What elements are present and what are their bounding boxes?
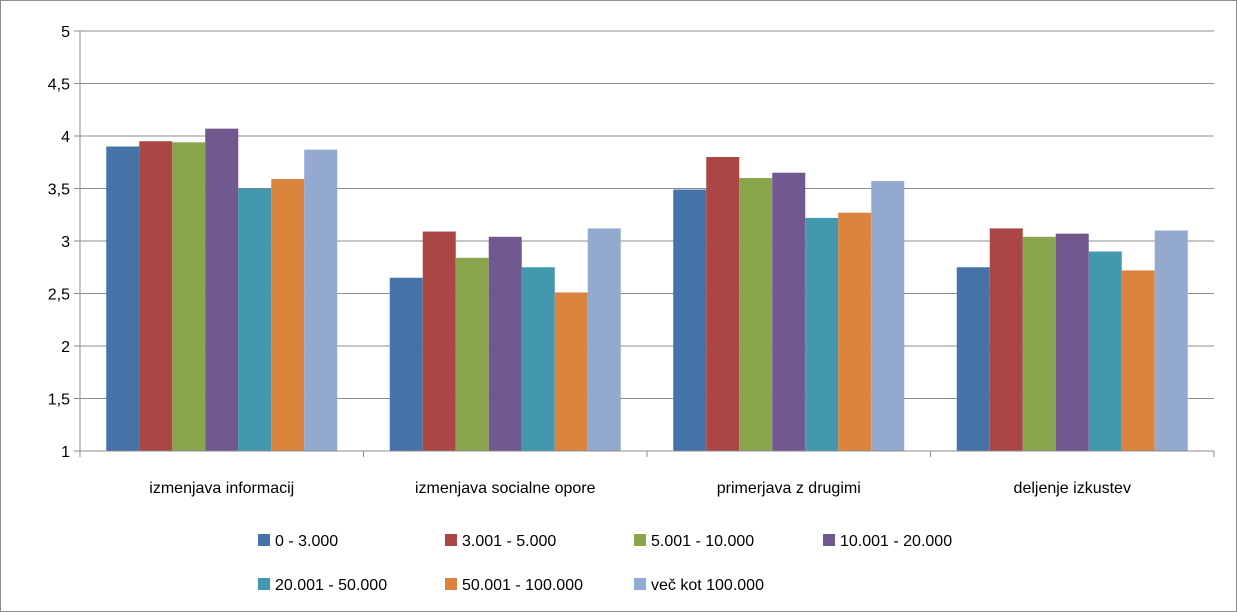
y-tick-label: 3: [61, 234, 70, 251]
bar: [739, 178, 773, 451]
legend-swatch: [445, 534, 457, 546]
bar: [1022, 236, 1056, 451]
y-tick-label: 1: [61, 444, 70, 461]
bar: [238, 188, 272, 451]
bar: [1088, 251, 1122, 451]
bar: [838, 212, 872, 451]
bar: [488, 236, 522, 451]
bar: [389, 277, 423, 451]
bar: [455, 257, 489, 451]
legend-swatch: [445, 578, 457, 590]
x-tick-label: izmenjava informacij: [149, 480, 294, 497]
bar: [1121, 270, 1155, 451]
x-tick-label: primerjava z drugimi: [717, 480, 861, 497]
legend-label: 50.001 - 100.000: [462, 577, 583, 594]
y-tick-label: 4,5: [48, 77, 70, 94]
bar: [521, 267, 555, 451]
x-tick-label: deljenje izkustev: [1014, 480, 1131, 497]
legend-swatch: [258, 534, 270, 546]
legend-label: 0 - 3.000: [275, 533, 338, 550]
axes: [79, 31, 1215, 457]
x-tick-label: izmenjava socialne opore: [415, 480, 596, 497]
bar: [1055, 233, 1089, 451]
y-tick-label: 1,5: [48, 392, 70, 409]
legend-swatch: [634, 534, 646, 546]
bar: [706, 157, 740, 451]
y-tick-label: 3,5: [48, 182, 70, 199]
bar: [673, 189, 707, 452]
bar: [871, 181, 905, 451]
legend-label: 20.001 - 50.000: [275, 577, 387, 594]
bar: [956, 267, 990, 451]
y-tick-label: 2,5: [48, 287, 70, 304]
bar: [805, 217, 839, 451]
bar: [422, 231, 456, 451]
bar: [587, 228, 621, 451]
legend-swatch: [634, 578, 646, 590]
x-axis-labels: izmenjava informacij izmenjava socialne o…: [149, 480, 1131, 497]
bar: [271, 179, 305, 452]
bar: [554, 292, 588, 451]
y-axis-ticks: 1 1,5 2 2,5 3 3,5 4 4,5 5: [48, 24, 70, 461]
bar: [172, 142, 206, 452]
bar: [205, 128, 239, 451]
y-tick-label: 4: [61, 129, 70, 146]
legend-swatch: [258, 578, 270, 590]
y-tick-label: 2: [61, 339, 70, 356]
bar: [1154, 230, 1188, 451]
bar: [139, 141, 173, 451]
legend-swatch: [823, 534, 835, 546]
bar: [989, 228, 1023, 451]
legend-label: več kot 100.000: [651, 577, 764, 594]
bar: [772, 172, 806, 451]
bar: [304, 149, 338, 451]
legend: 0 - 3.000 3.001 - 5.000 5.001 - 10.000 10.0…: [258, 533, 952, 594]
bar: [106, 146, 140, 451]
y-tick-label: 5: [61, 24, 70, 41]
legend-label: 3.001 - 5.000: [462, 533, 556, 550]
legend-label: 5.001 - 10.000: [651, 533, 754, 550]
legend-label: 10.001 - 20.000: [840, 533, 952, 550]
bars: [106, 128, 1188, 452]
